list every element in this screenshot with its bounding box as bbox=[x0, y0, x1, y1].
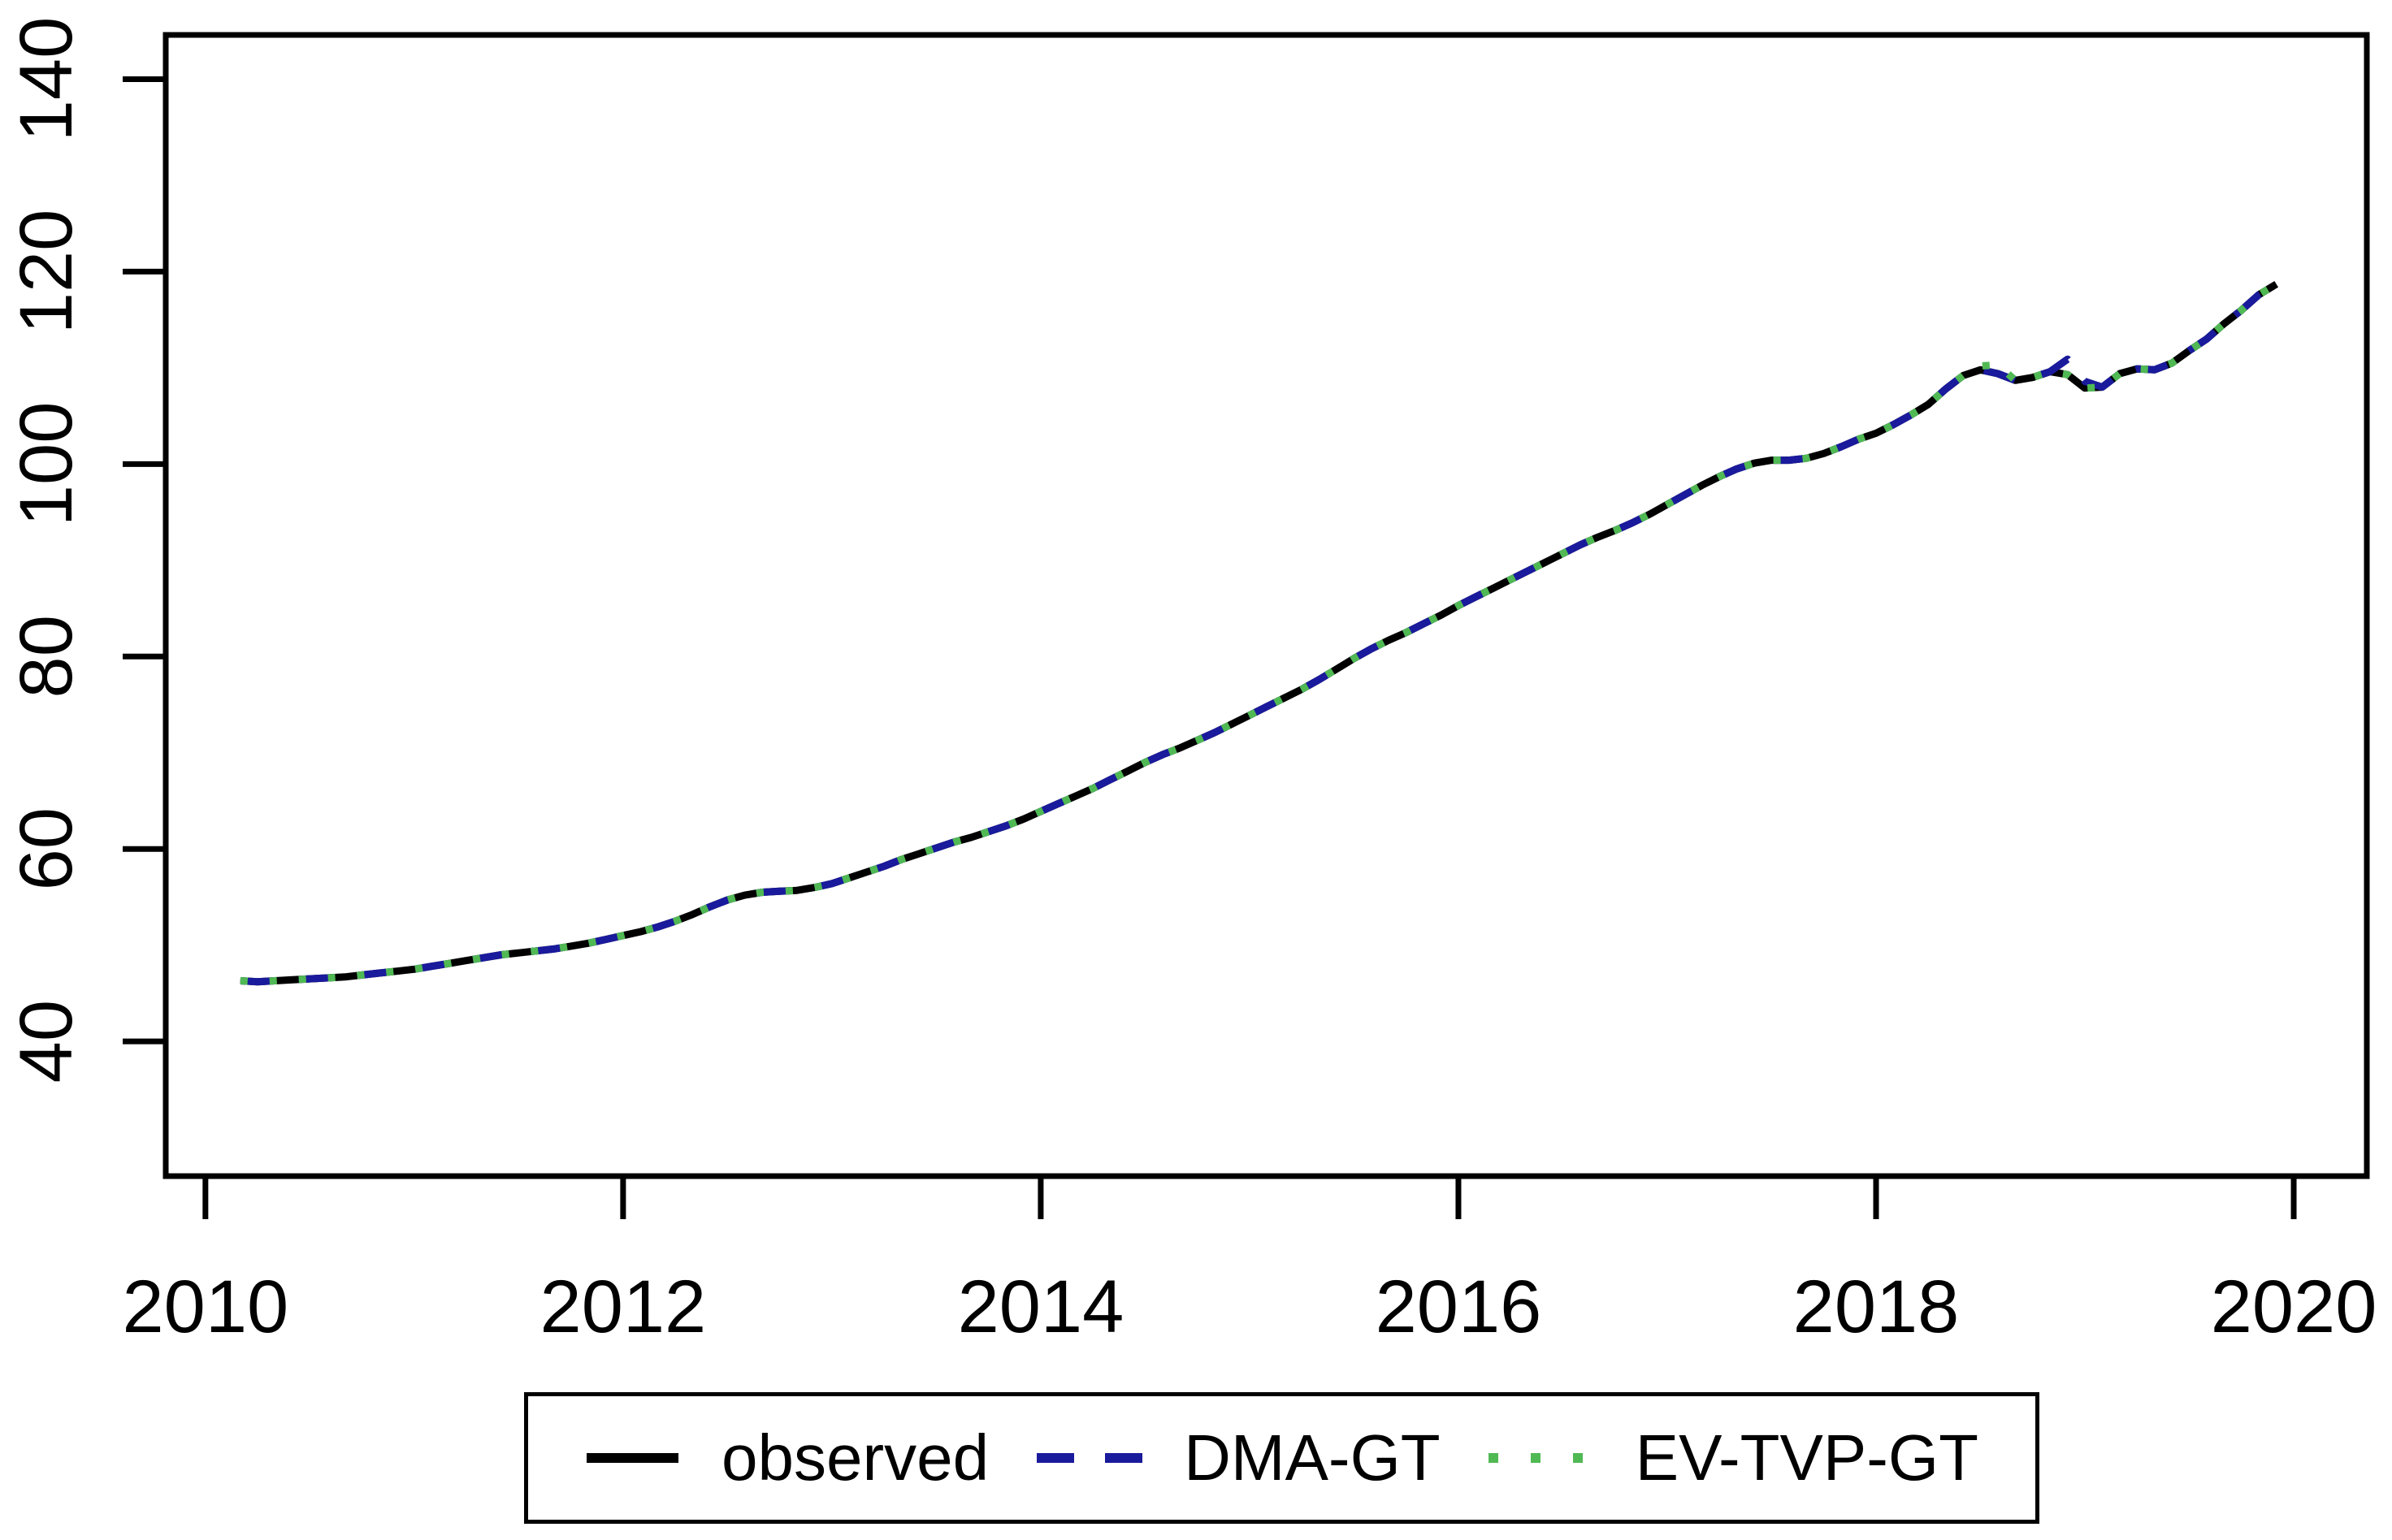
y-tick-label: 80 bbox=[5, 615, 88, 698]
plot-box bbox=[162, 32, 2370, 1179]
x-tick-label: 2014 bbox=[958, 1265, 1124, 1348]
ev-tvp-gt-line bbox=[240, 280, 2279, 986]
y-tick-label: 60 bbox=[5, 807, 88, 890]
x-tick-label: 2018 bbox=[1793, 1265, 1960, 1348]
legend-item-ev-tvp-gt: EV-TVP-GT bbox=[1487, 1421, 1978, 1495]
y-tick-label: 120 bbox=[5, 210, 88, 335]
legend-label-ev-tvp-gt: EV-TVP-GT bbox=[1635, 1421, 1978, 1494]
y-tick-label: 100 bbox=[5, 402, 88, 527]
x-tick-label: 2012 bbox=[540, 1265, 707, 1348]
x-tick-label: 2010 bbox=[122, 1265, 288, 1348]
dma-gt-line-sample bbox=[1037, 1453, 1144, 1463]
legend-item-dma-gt: DMA-GT bbox=[1035, 1421, 1441, 1495]
x-tick-label: 2016 bbox=[1376, 1265, 1542, 1348]
dma-gt-line bbox=[240, 280, 2279, 986]
legend-label-dma-gt: DMA-GT bbox=[1184, 1421, 1441, 1494]
legend-item-observed: observed bbox=[585, 1421, 989, 1495]
ev-tvp-gt-line-sample bbox=[1488, 1453, 1595, 1463]
chart-legend: observed DMA-GT EV-TVP-GT bbox=[524, 1392, 2039, 1524]
y-tick-label: 40 bbox=[5, 1000, 88, 1083]
y-tick-label: 140 bbox=[5, 17, 88, 142]
observed-line bbox=[240, 280, 2279, 986]
legend-label-observed: observed bbox=[722, 1421, 990, 1494]
x-tick-label: 2020 bbox=[2211, 1265, 2377, 1348]
observed-line-sample bbox=[587, 1453, 678, 1463]
